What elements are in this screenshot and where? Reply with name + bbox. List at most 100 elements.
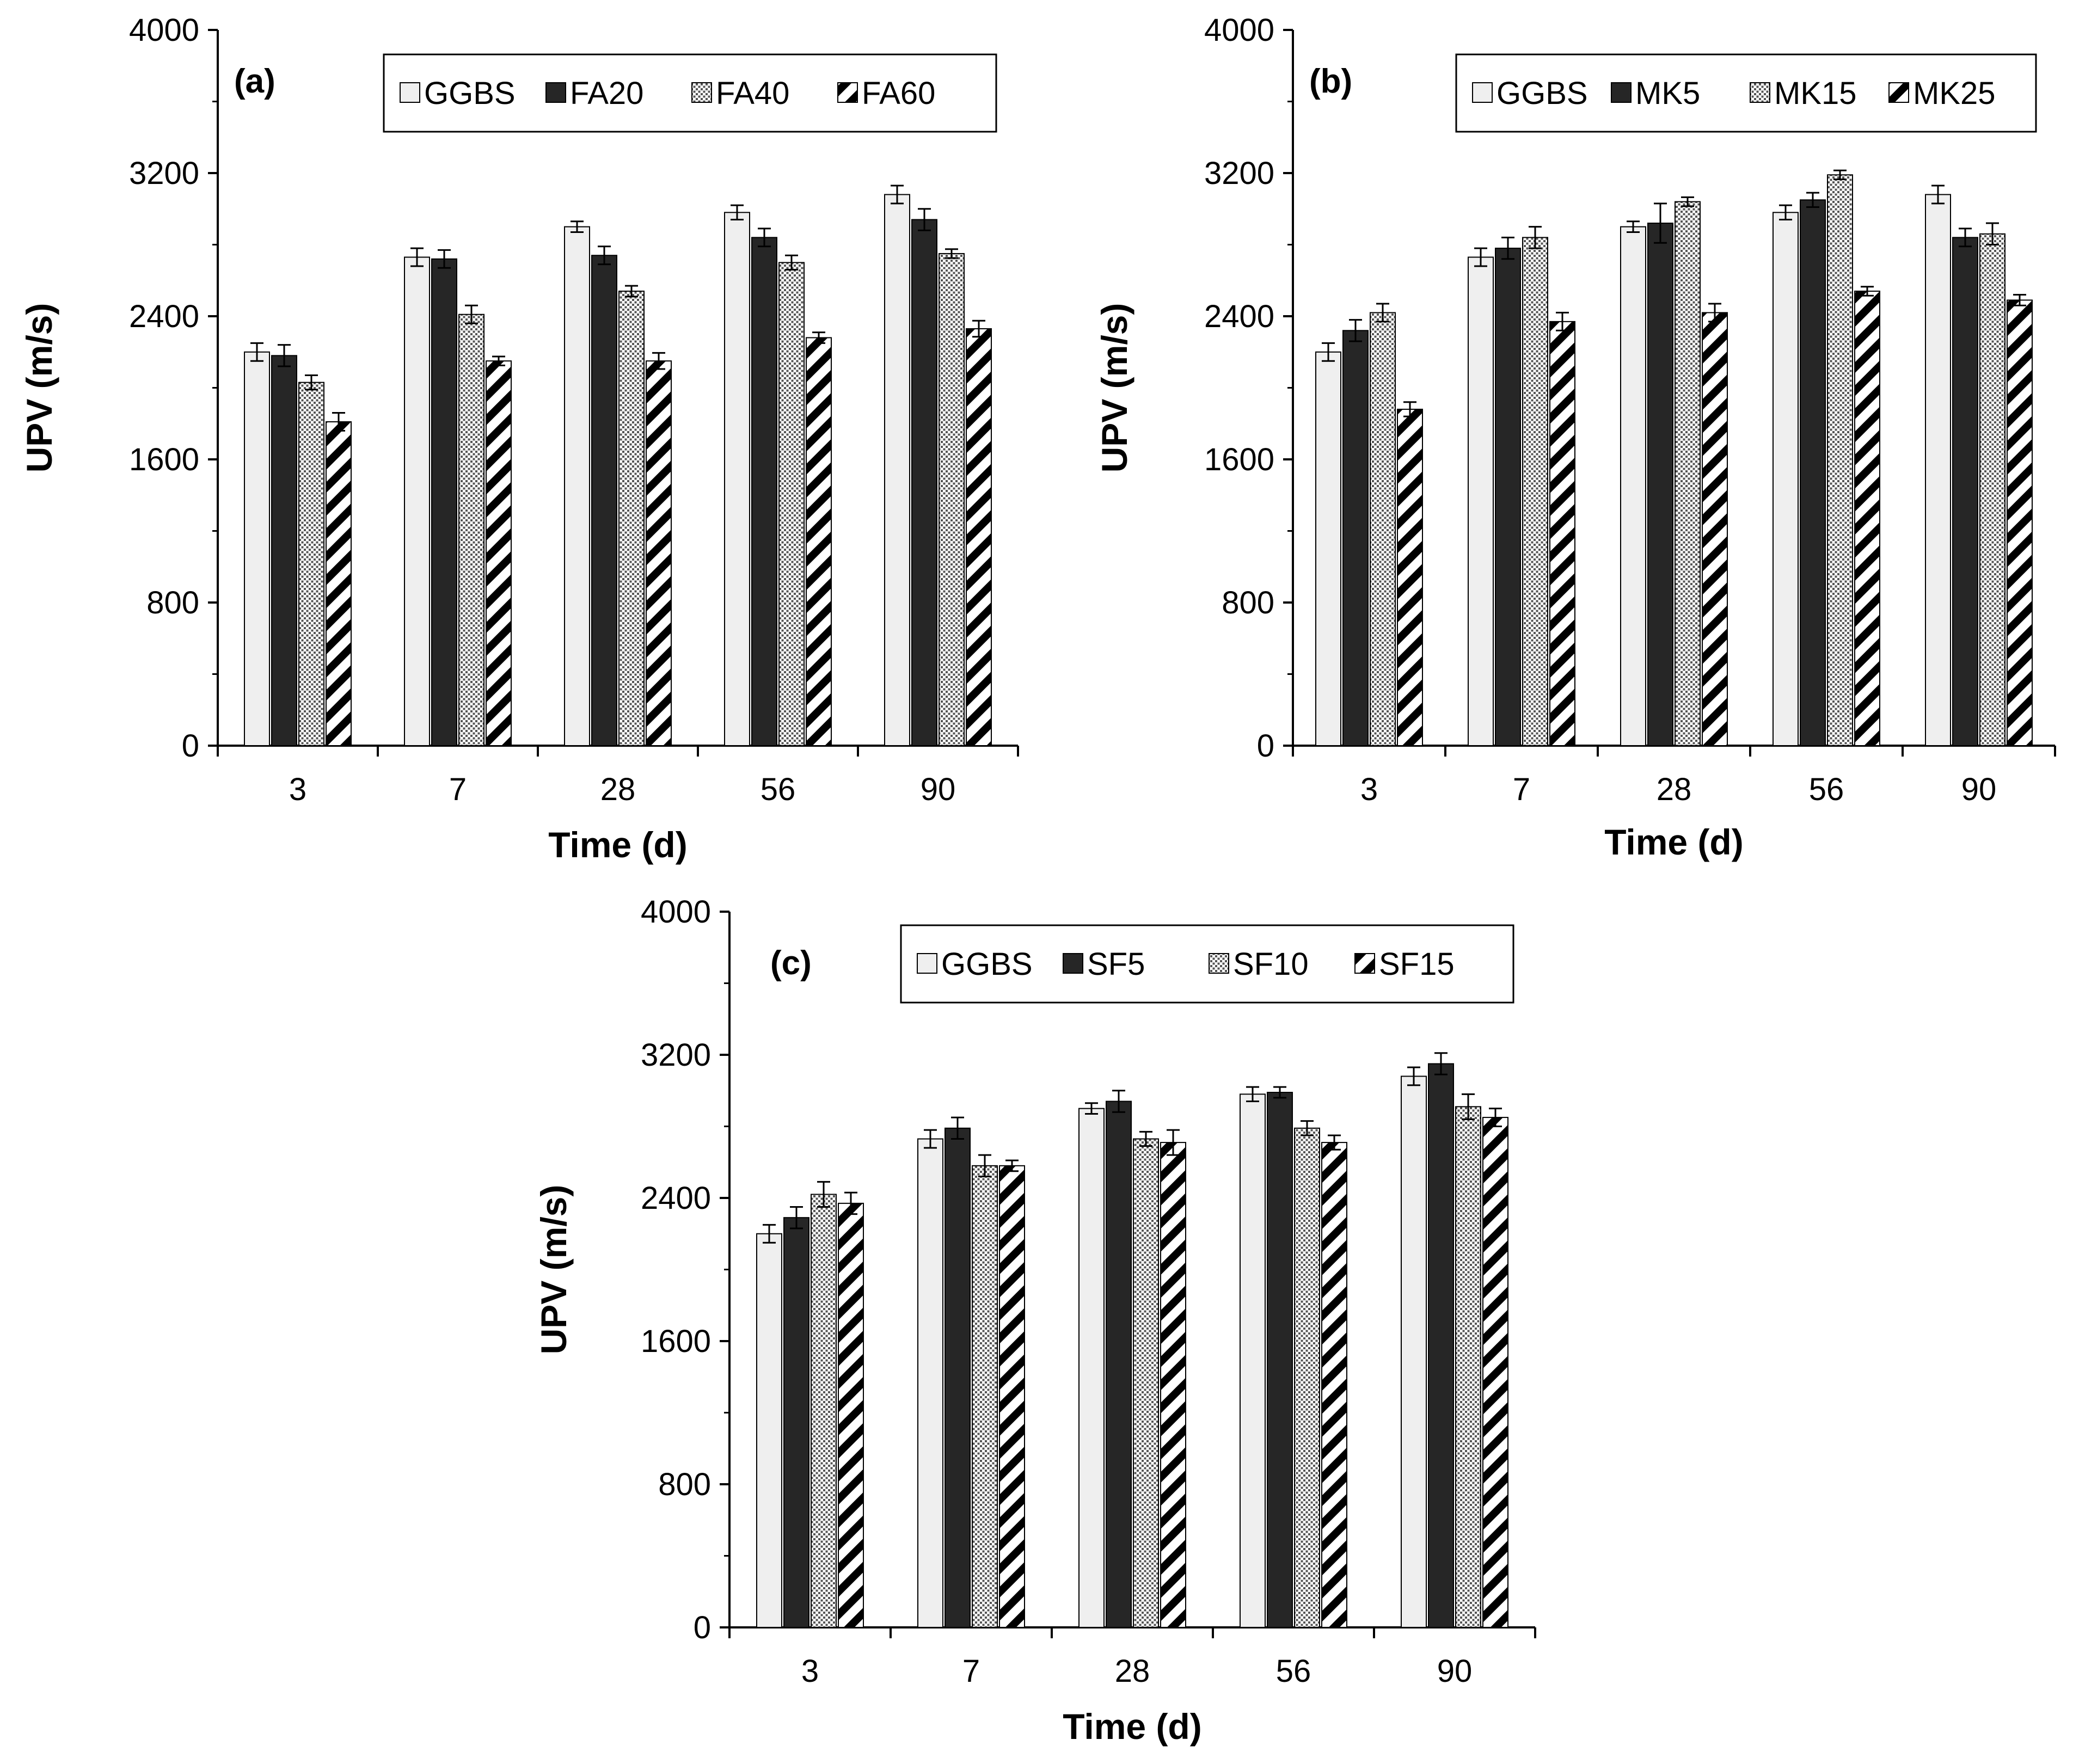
x-tick-label: 7 xyxy=(449,772,467,807)
legend-box xyxy=(1455,53,2037,133)
bar-fa60 xyxy=(806,337,832,746)
bar-ggbs xyxy=(1925,194,1951,746)
bar-mk15 xyxy=(1370,312,1396,746)
legend-label: MK5 xyxy=(1635,76,1700,111)
error-bar xyxy=(410,247,424,267)
error-bar xyxy=(1681,196,1694,207)
bar-mk15 xyxy=(1522,237,1548,747)
x-tick-label: 90 xyxy=(1961,772,1997,807)
error-bar xyxy=(1833,169,1847,181)
bar-mk15 xyxy=(1827,174,1853,747)
legend-swatch-sf15 xyxy=(1354,953,1375,974)
bar-fa20 xyxy=(431,258,457,746)
legend-swatch-fa20 xyxy=(545,82,566,103)
bar-sf5 xyxy=(1267,1092,1293,1628)
y-tick-label: 4000 xyxy=(1204,13,1274,48)
error-bar xyxy=(1474,247,1487,267)
error-bar xyxy=(1489,1108,1502,1127)
legend-label: MK25 xyxy=(1913,76,1996,111)
error-bar xyxy=(924,1129,937,1149)
error-bar xyxy=(1322,342,1335,362)
y-axis-title: UPV (m/s) xyxy=(19,303,59,473)
error-bar xyxy=(1434,1052,1448,1075)
x-tick-label: 56 xyxy=(1276,1654,1311,1689)
error-bar xyxy=(1627,220,1640,233)
error-bar xyxy=(1654,202,1667,244)
error-bar xyxy=(1861,286,1874,297)
bar-sf15 xyxy=(1321,1142,1347,1628)
bar-sf15 xyxy=(1160,1142,1186,1628)
bar-ggbs xyxy=(1315,351,1341,746)
error-bar xyxy=(1376,303,1389,323)
legend-label: GGBS xyxy=(424,76,516,111)
legend-label: FA40 xyxy=(716,76,789,111)
bar-ggbs xyxy=(244,351,270,746)
bar-ggbs xyxy=(404,256,430,746)
legend-box xyxy=(383,53,997,133)
bar-fa60 xyxy=(486,360,512,746)
x-tick-label: 56 xyxy=(760,772,796,807)
x-tick-label: 90 xyxy=(1437,1654,1473,1689)
error-bar xyxy=(785,254,798,271)
y-tick-label: 1600 xyxy=(129,442,199,477)
error-bar xyxy=(1403,401,1416,417)
bar-fa40 xyxy=(618,290,645,746)
error-bar xyxy=(731,204,744,220)
x-axis-title: Time (d) xyxy=(548,825,687,865)
error-bar xyxy=(1986,222,1999,245)
bar-mk5 xyxy=(1342,330,1369,746)
legend-label: FA60 xyxy=(862,76,935,111)
bar-sf10 xyxy=(1133,1138,1159,1628)
panel-c: 0 800 1600 2400 3200 4000 3 7 28 56 90 (c) UPV (m/s)… xyxy=(533,894,1536,1747)
legend-label: FA20 xyxy=(570,76,643,111)
bar-ggbs xyxy=(564,226,590,746)
x-axis-title: Time (d) xyxy=(1604,822,1743,862)
legend-swatch-mk25 xyxy=(1888,82,1909,103)
error-bar xyxy=(2013,294,2026,306)
legend-swatch-sf10 xyxy=(1209,953,1229,974)
error-bar xyxy=(625,285,638,298)
bar-mk25 xyxy=(1854,290,1880,746)
y-tick-label: 2400 xyxy=(1204,299,1274,334)
y-axis-title: UPV (m/s) xyxy=(533,1185,574,1355)
legend-swatch-ggbs xyxy=(1472,82,1493,103)
x-tick-label: 90 xyxy=(921,772,956,807)
y-tick-label: 3200 xyxy=(641,1037,711,1073)
panel-a: 0 800 1600 2400 3200 4000 3 7 28 56 90 (a) UPV (m/s)… xyxy=(19,13,1019,865)
panel-label: (a) xyxy=(234,63,275,100)
error-bar xyxy=(1959,228,1972,248)
error-bar xyxy=(1112,1090,1125,1113)
bar-fa20 xyxy=(751,237,777,747)
bar-ggbs xyxy=(884,194,910,746)
bar-sf5 xyxy=(783,1217,809,1628)
error-bar xyxy=(978,1154,991,1178)
bar-mk15 xyxy=(1675,201,1701,747)
bar-sf10 xyxy=(1294,1127,1320,1628)
bar-ggbs xyxy=(724,212,750,746)
y-tick-label: 800 xyxy=(146,585,199,620)
error-bar xyxy=(332,412,345,432)
legend-swatch-mk5 xyxy=(1611,82,1632,103)
x-tick-label: 56 xyxy=(1809,772,1844,807)
y-tick-label: 4000 xyxy=(641,894,711,930)
bar-sf10 xyxy=(1455,1106,1481,1628)
error-bar xyxy=(652,352,665,370)
legend: GGBS MK5 MK15 MK25 xyxy=(1455,53,2037,133)
bar-ggbs xyxy=(1078,1108,1105,1628)
x-tick-label: 3 xyxy=(1360,772,1378,807)
error-bar xyxy=(1462,1093,1475,1120)
legend-box xyxy=(900,924,1514,1004)
bar-ggbs xyxy=(1240,1093,1266,1628)
y-tick-label: 4000 xyxy=(129,13,199,48)
error-bar xyxy=(465,304,478,324)
error-bar xyxy=(1301,1120,1314,1136)
error-bar xyxy=(305,374,318,391)
bar-ggbs xyxy=(917,1138,943,1628)
x-tick-label: 7 xyxy=(962,1654,980,1689)
error-bar xyxy=(571,220,584,233)
error-bar xyxy=(1501,236,1514,260)
y-tick-label: 0 xyxy=(694,1610,711,1645)
error-bar xyxy=(1349,319,1362,342)
x-tick-label: 28 xyxy=(600,772,636,807)
legend-label: GGBS xyxy=(1497,76,1588,111)
